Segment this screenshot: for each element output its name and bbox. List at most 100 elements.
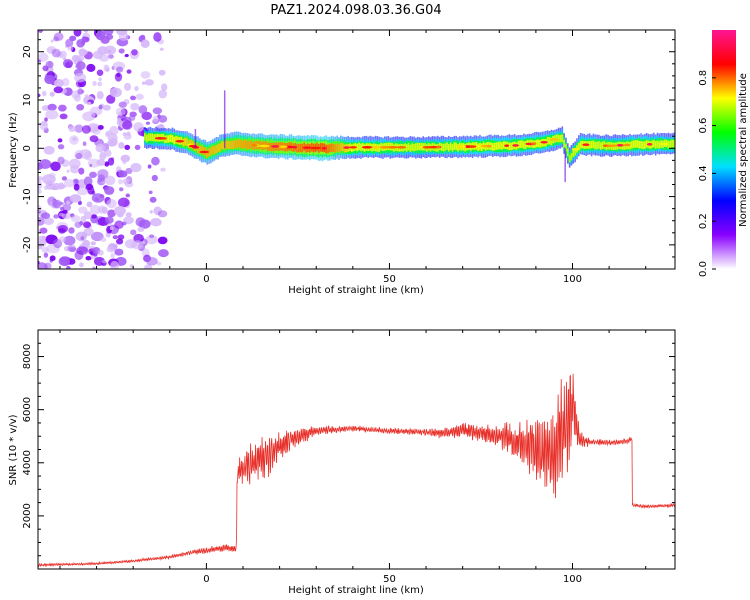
noise-speckle (130, 102, 140, 111)
noise-speckle (110, 252, 115, 259)
noise-speckle (78, 167, 85, 175)
signal-track-cell (658, 141, 661, 149)
signal-track-cell (343, 144, 346, 153)
noise-speckle (133, 122, 144, 132)
noise-speckle (107, 54, 114, 59)
noise-speckle (44, 117, 48, 122)
noise-speckle (158, 249, 169, 258)
noise-speckle (96, 69, 104, 76)
signal-hotspot (175, 139, 185, 143)
noise-speckle (106, 198, 117, 209)
snr-plot-area (38, 373, 675, 568)
noise-speckle (125, 193, 130, 198)
noise-speckle (149, 196, 157, 203)
noise-speckle (115, 166, 122, 173)
signal-track-cell (548, 136, 551, 145)
spectrogram-xlabel: Height of straight line (km) (288, 285, 424, 296)
signal-hotspot (280, 145, 288, 149)
signal-track-cell (654, 141, 657, 149)
spectrogram-ytick-label: -10 (22, 188, 33, 204)
noise-speckle (53, 86, 64, 94)
signal-track-cell (517, 140, 520, 149)
noise-speckle (78, 206, 88, 214)
noise-speckle (109, 226, 114, 231)
signal-track-cell (557, 134, 560, 143)
signal-track-cell (243, 140, 245, 149)
noise-speckle (157, 210, 168, 218)
noise-speckle (126, 131, 131, 137)
snr-xtick-label: 0 (203, 574, 209, 585)
noise-speckle (76, 39, 85, 48)
noise-speckle (83, 211, 92, 220)
signal-track-cell (233, 140, 236, 149)
noise-speckle (68, 227, 75, 234)
noise-speckle (53, 214, 60, 219)
signal-track-cell (296, 143, 298, 153)
noise-speckle (114, 72, 123, 82)
snr-xlabel: Height of straight line (km) (288, 585, 424, 596)
noise-speckle (98, 77, 102, 82)
noise-speckle (58, 236, 67, 243)
signal-track-cell (413, 143, 415, 152)
noise-speckle (108, 137, 118, 147)
signal-track-cell (297, 143, 300, 153)
signal-hotspot (530, 142, 537, 145)
noise-speckle (117, 234, 125, 240)
signal-track-cell (166, 135, 168, 143)
noise-speckle (118, 48, 125, 54)
noise-speckle (52, 199, 62, 209)
spectrogram-ytick-label: 10 (22, 94, 33, 107)
noise-speckle (57, 138, 63, 143)
noise-speckle (84, 151, 93, 161)
colorbar-tick-label: 0.2 (698, 213, 709, 229)
snr-ytick-label: 2000 (22, 503, 33, 528)
noise-speckle (122, 178, 130, 185)
noise-speckle (63, 179, 75, 188)
signal-track-cell (224, 141, 227, 150)
noise-speckle (98, 54, 110, 62)
noise-speckle (96, 158, 106, 167)
noise-speckle (126, 69, 132, 74)
noise-speckle (50, 39, 54, 43)
signal-track-cell (230, 140, 232, 149)
noise-speckle (82, 141, 87, 147)
signal-track-cell (446, 142, 448, 150)
noise-speckle (104, 186, 115, 195)
signal-track-cell (411, 143, 414, 151)
noise-speckle (38, 52, 49, 62)
signal-hotspot (343, 146, 351, 149)
signal-hotspot (549, 138, 560, 141)
signal-track-cell (167, 135, 170, 143)
signal-hotspot (646, 142, 653, 146)
signal-track-cell (521, 140, 523, 148)
spectrogram-xtick-label: 50 (383, 274, 396, 285)
noise-speckle (86, 63, 96, 72)
noise-speckle (53, 32, 64, 41)
spectrogram-panel: 0 50 100 -20 -10 0 10 20 Height of straight lin… (8, 29, 676, 296)
signal-track-cell (592, 140, 595, 148)
snr-ylabel: SNR (10 * v/v) (8, 414, 19, 485)
snr-panel: 0 50 100 2000 4000 6000 8000 Height of straigh… (8, 329, 676, 596)
signal-track-cell (556, 134, 558, 142)
signal-track-cell (588, 141, 591, 149)
signal-track-cell (638, 140, 640, 149)
signal-hotspot (292, 145, 297, 149)
signal-track-cell (570, 152, 573, 161)
signal-track-cell (519, 140, 522, 149)
noise-speckle (103, 30, 114, 36)
noise-speckle (50, 161, 61, 172)
noise-speckle (80, 236, 85, 241)
noise-speckle (140, 39, 150, 48)
signal-track-cell (598, 141, 600, 149)
noise-speckle (73, 30, 82, 37)
signal-track-cell (669, 140, 672, 148)
noise-speckle (63, 59, 73, 69)
noise-speckle (104, 216, 114, 224)
colorbar-label: Normalized spectral amplitude (738, 73, 749, 227)
noise-speckle (130, 95, 137, 101)
noise-speckle (122, 132, 127, 137)
noise-speckle (128, 115, 136, 121)
signal-track-cell (572, 149, 575, 158)
signal-track-cell (656, 140, 659, 148)
